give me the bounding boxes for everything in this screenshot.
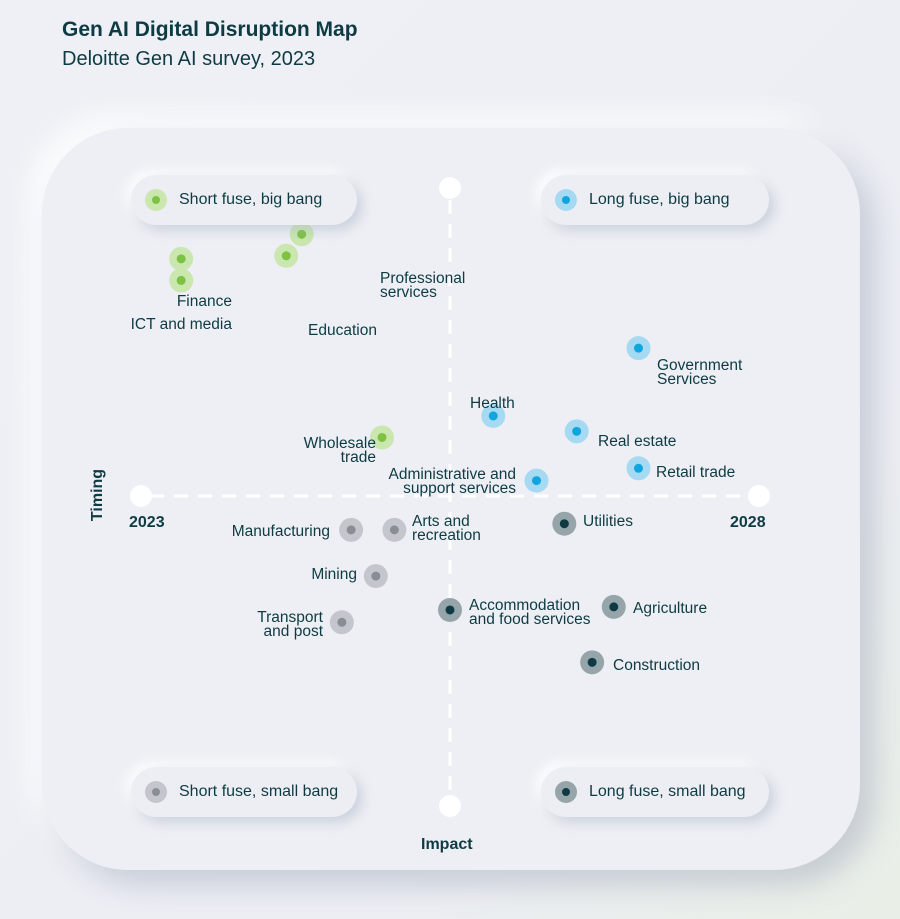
point-label-manufacturing: Manufacturing [231, 523, 330, 540]
data-point-1 [176, 254, 186, 264]
point-label-agriculture: Agriculture [633, 600, 708, 617]
dark-teal-dot-icon [555, 781, 577, 803]
point-label-mining: Mining [311, 566, 357, 583]
data-point-2 [281, 251, 291, 261]
y-axis-title: Timing [89, 468, 107, 522]
data-point-17 [587, 657, 597, 667]
point-label-real-estate: Real estate [598, 433, 677, 450]
x-tick-2028: 2028 [730, 514, 766, 531]
legend-label: Short fuse, big bang [179, 191, 323, 208]
green-dot-icon [145, 189, 167, 211]
data-point-10 [346, 525, 356, 535]
point-label-ict-and-media: ICT and media [130, 316, 232, 333]
point-label-education: Education [308, 322, 377, 339]
axis-endpoint-top [439, 177, 461, 199]
data-point-6 [488, 411, 498, 421]
point-label-retail-trade: Retail trade [656, 464, 736, 481]
grey-dot-icon [145, 781, 167, 803]
legend-label: Long fuse, small bang [589, 783, 746, 800]
data-point-0 [297, 229, 307, 239]
x-axis-title: Impact [421, 836, 473, 853]
point-label-government-services: Government Services [657, 357, 743, 388]
point-label-transport-and-post: Transport and post [257, 609, 323, 640]
point-label-arts-and-recreation: Arts and recreation [412, 513, 481, 544]
legend-label: Long fuse, big bang [589, 191, 730, 208]
data-point-12 [371, 571, 381, 581]
data-point-11 [389, 525, 399, 535]
data-point-3 [176, 275, 186, 285]
axis-endpoint-left [130, 485, 152, 507]
legend-long-fuse-big-bang: Long fuse, big bang [541, 175, 769, 225]
legend-label: Short fuse, small bang [179, 783, 339, 800]
chart-title: Gen AI Digital Disruption Map [62, 18, 358, 41]
axis-endpoint-right [748, 485, 770, 507]
point-label-utilities: Utilities [583, 513, 633, 530]
point-label-construction: Construction [613, 657, 701, 674]
point-label-accommodation: Accommodation and food services [469, 597, 591, 628]
legend-short-fuse-big-bang: Short fuse, big bang [131, 175, 357, 225]
data-point-14 [559, 519, 569, 529]
data-point-5 [633, 343, 643, 353]
point-label-professional-services: Professional services [380, 270, 466, 301]
legend-short-fuse-small-bang: Short fuse, small bang [131, 767, 357, 817]
point-label-administrative-support: Administrative and support services [388, 466, 516, 497]
data-point-4 [377, 432, 387, 442]
axis-endpoint-bottom [439, 795, 461, 817]
data-point-9 [532, 476, 542, 486]
x-tick-2023: 2023 [129, 514, 165, 531]
data-point-16 [609, 602, 619, 612]
data-point-15 [445, 605, 455, 615]
data-point-13 [337, 617, 347, 627]
point-label-wholesale-trade: Wholesale trade [303, 435, 376, 466]
legend-long-fuse-small-bang: Long fuse, small bang [541, 767, 769, 817]
data-point-8 [633, 463, 643, 473]
chart-subtitle: Deloitte Gen AI survey, 2023 [62, 48, 316, 70]
blue-dot-icon [555, 189, 577, 211]
point-label-health: Health [470, 395, 515, 412]
point-label-finance: Finance [176, 293, 232, 310]
data-point-7 [572, 426, 582, 436]
